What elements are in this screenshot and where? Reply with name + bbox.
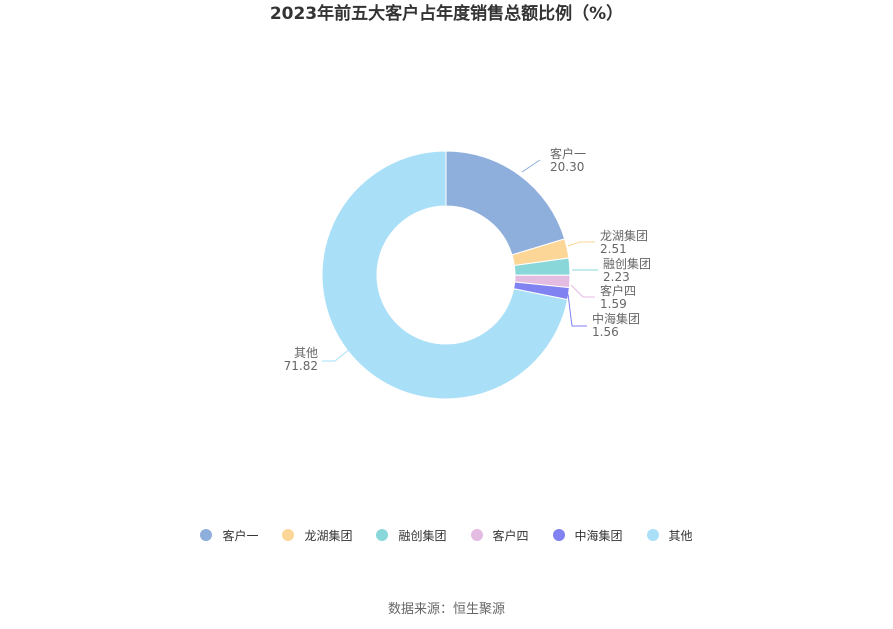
slice-5-value-label: 1.56 xyxy=(592,325,619,339)
slice-2-leader-line xyxy=(567,241,595,247)
slice-1-leader-line xyxy=(521,159,541,173)
legend-item-5[interactable]: 中海集团 xyxy=(552,527,623,544)
slice-6-arc xyxy=(321,150,569,400)
slice-6-name-label: 其他 xyxy=(294,346,318,360)
legend-swatch-2 xyxy=(282,529,295,541)
legend-swatch-4 xyxy=(470,529,483,541)
data-source-note: 数据来源：恒生聚源 xyxy=(387,602,505,617)
chart-legend: 客户一 龙湖集团 融创集团 客户四 中海集团 其他 xyxy=(0,524,893,546)
legend-label-1: 客户一 xyxy=(222,528,259,543)
slice-3-name-label: 融创集团 xyxy=(603,256,651,271)
legend-label-4: 客户四 xyxy=(492,528,529,543)
slice-4-value-label: 1.59 xyxy=(600,297,627,311)
legend-label-2: 龙湖集团 xyxy=(304,528,353,543)
legend-label-3: 融创集团 xyxy=(398,528,447,543)
slice-2-name-label: 龙湖集团 xyxy=(600,228,648,243)
slice-4-name-label: 客户四 xyxy=(600,283,636,298)
slice-1-name-label: 客户一 xyxy=(550,146,586,161)
slice-3-value-label: 2.23 xyxy=(603,270,630,284)
slice-1-arc xyxy=(445,150,566,256)
legend-item-2[interactable]: 龙湖集团 xyxy=(282,527,352,544)
legend-swatch-6 xyxy=(646,529,659,541)
slice-2-value-label: 2.51 xyxy=(600,242,627,256)
legend-item-4[interactable]: 客户四 xyxy=(470,527,529,544)
legend-item-6[interactable]: 其他 xyxy=(646,527,693,544)
legend-label-5: 中海集团 xyxy=(574,528,623,543)
slice-6-value-label: 71.82 xyxy=(284,359,318,373)
legend-item-1[interactable]: 客户一 xyxy=(200,527,258,544)
legend-swatch-5 xyxy=(552,529,565,541)
slice-4-leader-line xyxy=(570,284,595,298)
legend-item-3[interactable]: 融创集团 xyxy=(376,527,447,544)
slice-1-value-label: 20.30 xyxy=(550,160,584,174)
slice-6-leader-line xyxy=(322,348,351,362)
legend-swatch-1 xyxy=(200,529,213,541)
slice-5-leader-line xyxy=(567,293,587,327)
chart-title: 2023年前五大客户占年度销售总额比例（%） xyxy=(269,4,624,24)
legend-swatch-3 xyxy=(376,529,389,541)
slice-5-name-label: 中海集团 xyxy=(592,311,640,326)
legend-label-6: 其他 xyxy=(668,528,693,543)
